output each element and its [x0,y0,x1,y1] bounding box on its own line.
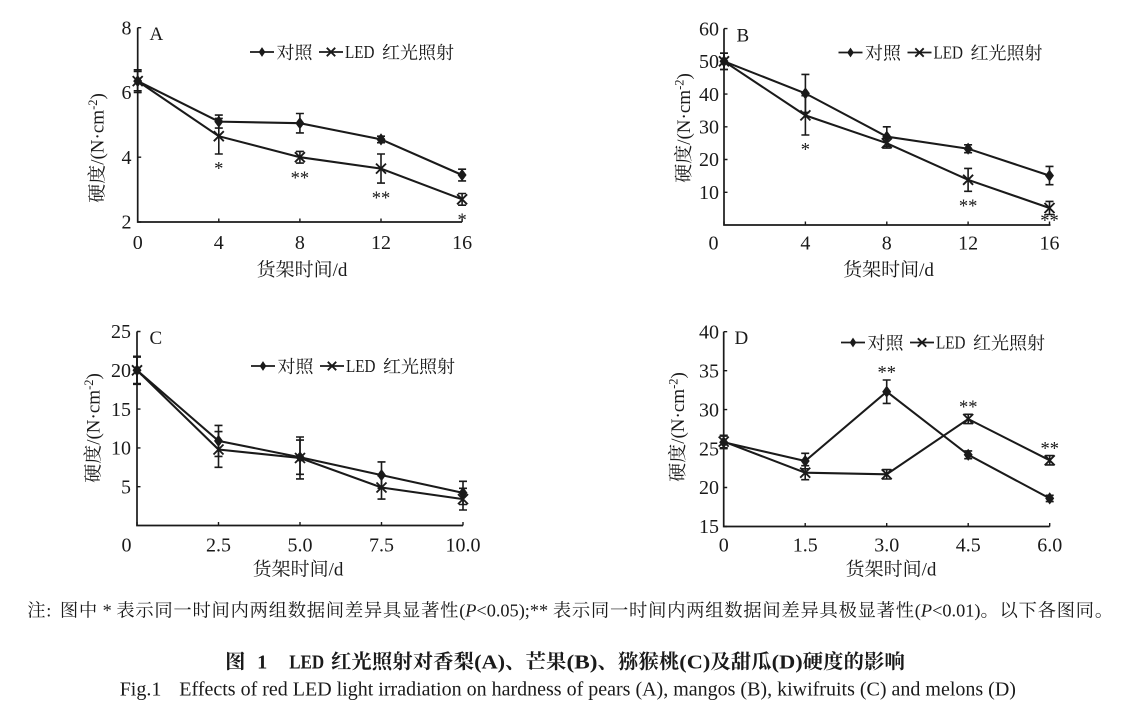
svg-text:12: 12 [958,233,978,255]
svg-text:5: 5 [121,476,131,498]
svg-text:(D): (D) [772,652,803,674]
svg-text:10.0: 10.0 [446,535,481,557]
svg-text:12: 12 [371,232,391,254]
svg-text:7.5: 7.5 [369,535,394,557]
svg-text:(: ( [459,601,465,622]
svg-text:35: 35 [699,360,719,382]
svg-text:20: 20 [111,360,131,382]
svg-text:*: * [457,211,466,231]
svg-text:6: 6 [122,82,132,104]
svg-text:A: A [150,24,164,45]
svg-text:(C): (C) [679,652,710,674]
svg-text:25: 25 [111,321,131,343]
svg-text:40: 40 [699,84,719,106]
svg-text:40: 40 [699,321,719,343]
svg-text:0: 0 [122,535,132,557]
svg-text:8: 8 [122,17,132,39]
svg-text:**: ** [959,197,978,217]
svg-text:8: 8 [882,233,892,255]
svg-text:10: 10 [699,182,719,204]
svg-text:15: 15 [699,516,719,538]
svg-text:5.0: 5.0 [288,535,313,557]
svg-text:(B): (B) [567,652,598,674]
svg-text:**: ** [372,189,391,209]
svg-text:(: ( [915,601,921,622]
svg-text:*: * [801,141,810,161]
svg-text:LED: LED [289,652,324,674]
svg-text:8: 8 [295,232,305,254]
svg-text:60: 60 [699,18,719,40]
svg-text:**: ** [1040,439,1059,459]
svg-text:P: P [464,601,476,621]
svg-text:4: 4 [122,147,132,169]
svg-text:20: 20 [699,477,719,499]
svg-text:0: 0 [709,233,719,255]
svg-text:4: 4 [214,232,224,254]
svg-text:B: B [737,26,750,47]
svg-text:15: 15 [111,399,131,421]
svg-text:6.0: 6.0 [1037,535,1062,557]
svg-text:<0.01): <0.01) [932,601,980,622]
svg-text:0: 0 [719,535,729,557]
svg-text:**: ** [1040,212,1059,232]
svg-text:16: 16 [452,232,472,254]
svg-text:1.5: 1.5 [793,535,818,557]
svg-text:C: C [150,328,163,349]
svg-text:**: ** [959,398,978,418]
svg-text:Fig.1: Fig.1 [120,679,162,701]
svg-text:**: ** [291,169,310,189]
svg-text:1: 1 [257,652,267,674]
svg-text:20: 20 [699,149,719,171]
svg-text:0: 0 [133,232,143,254]
svg-text:P: P [920,601,932,621]
svg-text:<0.05);**: <0.05);** [476,601,552,622]
svg-text:(A): (A) [474,652,505,674]
svg-text:*: * [214,160,223,180]
svg-text:2: 2 [122,212,132,234]
svg-text:**: ** [877,364,896,384]
svg-text:50: 50 [699,51,719,73]
svg-text:2.5: 2.5 [206,535,231,557]
svg-text:4.5: 4.5 [956,535,981,557]
svg-text:3.0: 3.0 [874,535,899,557]
svg-text:D: D [735,328,749,349]
svg-text:*: * [98,601,116,621]
svg-text:30: 30 [699,399,719,421]
svg-text:30: 30 [699,117,719,139]
svg-text:4: 4 [800,233,810,255]
svg-text:16: 16 [1040,233,1060,255]
svg-text:25: 25 [699,438,719,460]
svg-text::: : [46,601,56,621]
svg-text:Effects of red LED light irrad: Effects of red LED light irradiation on … [179,679,1016,701]
svg-text:10: 10 [111,438,131,460]
